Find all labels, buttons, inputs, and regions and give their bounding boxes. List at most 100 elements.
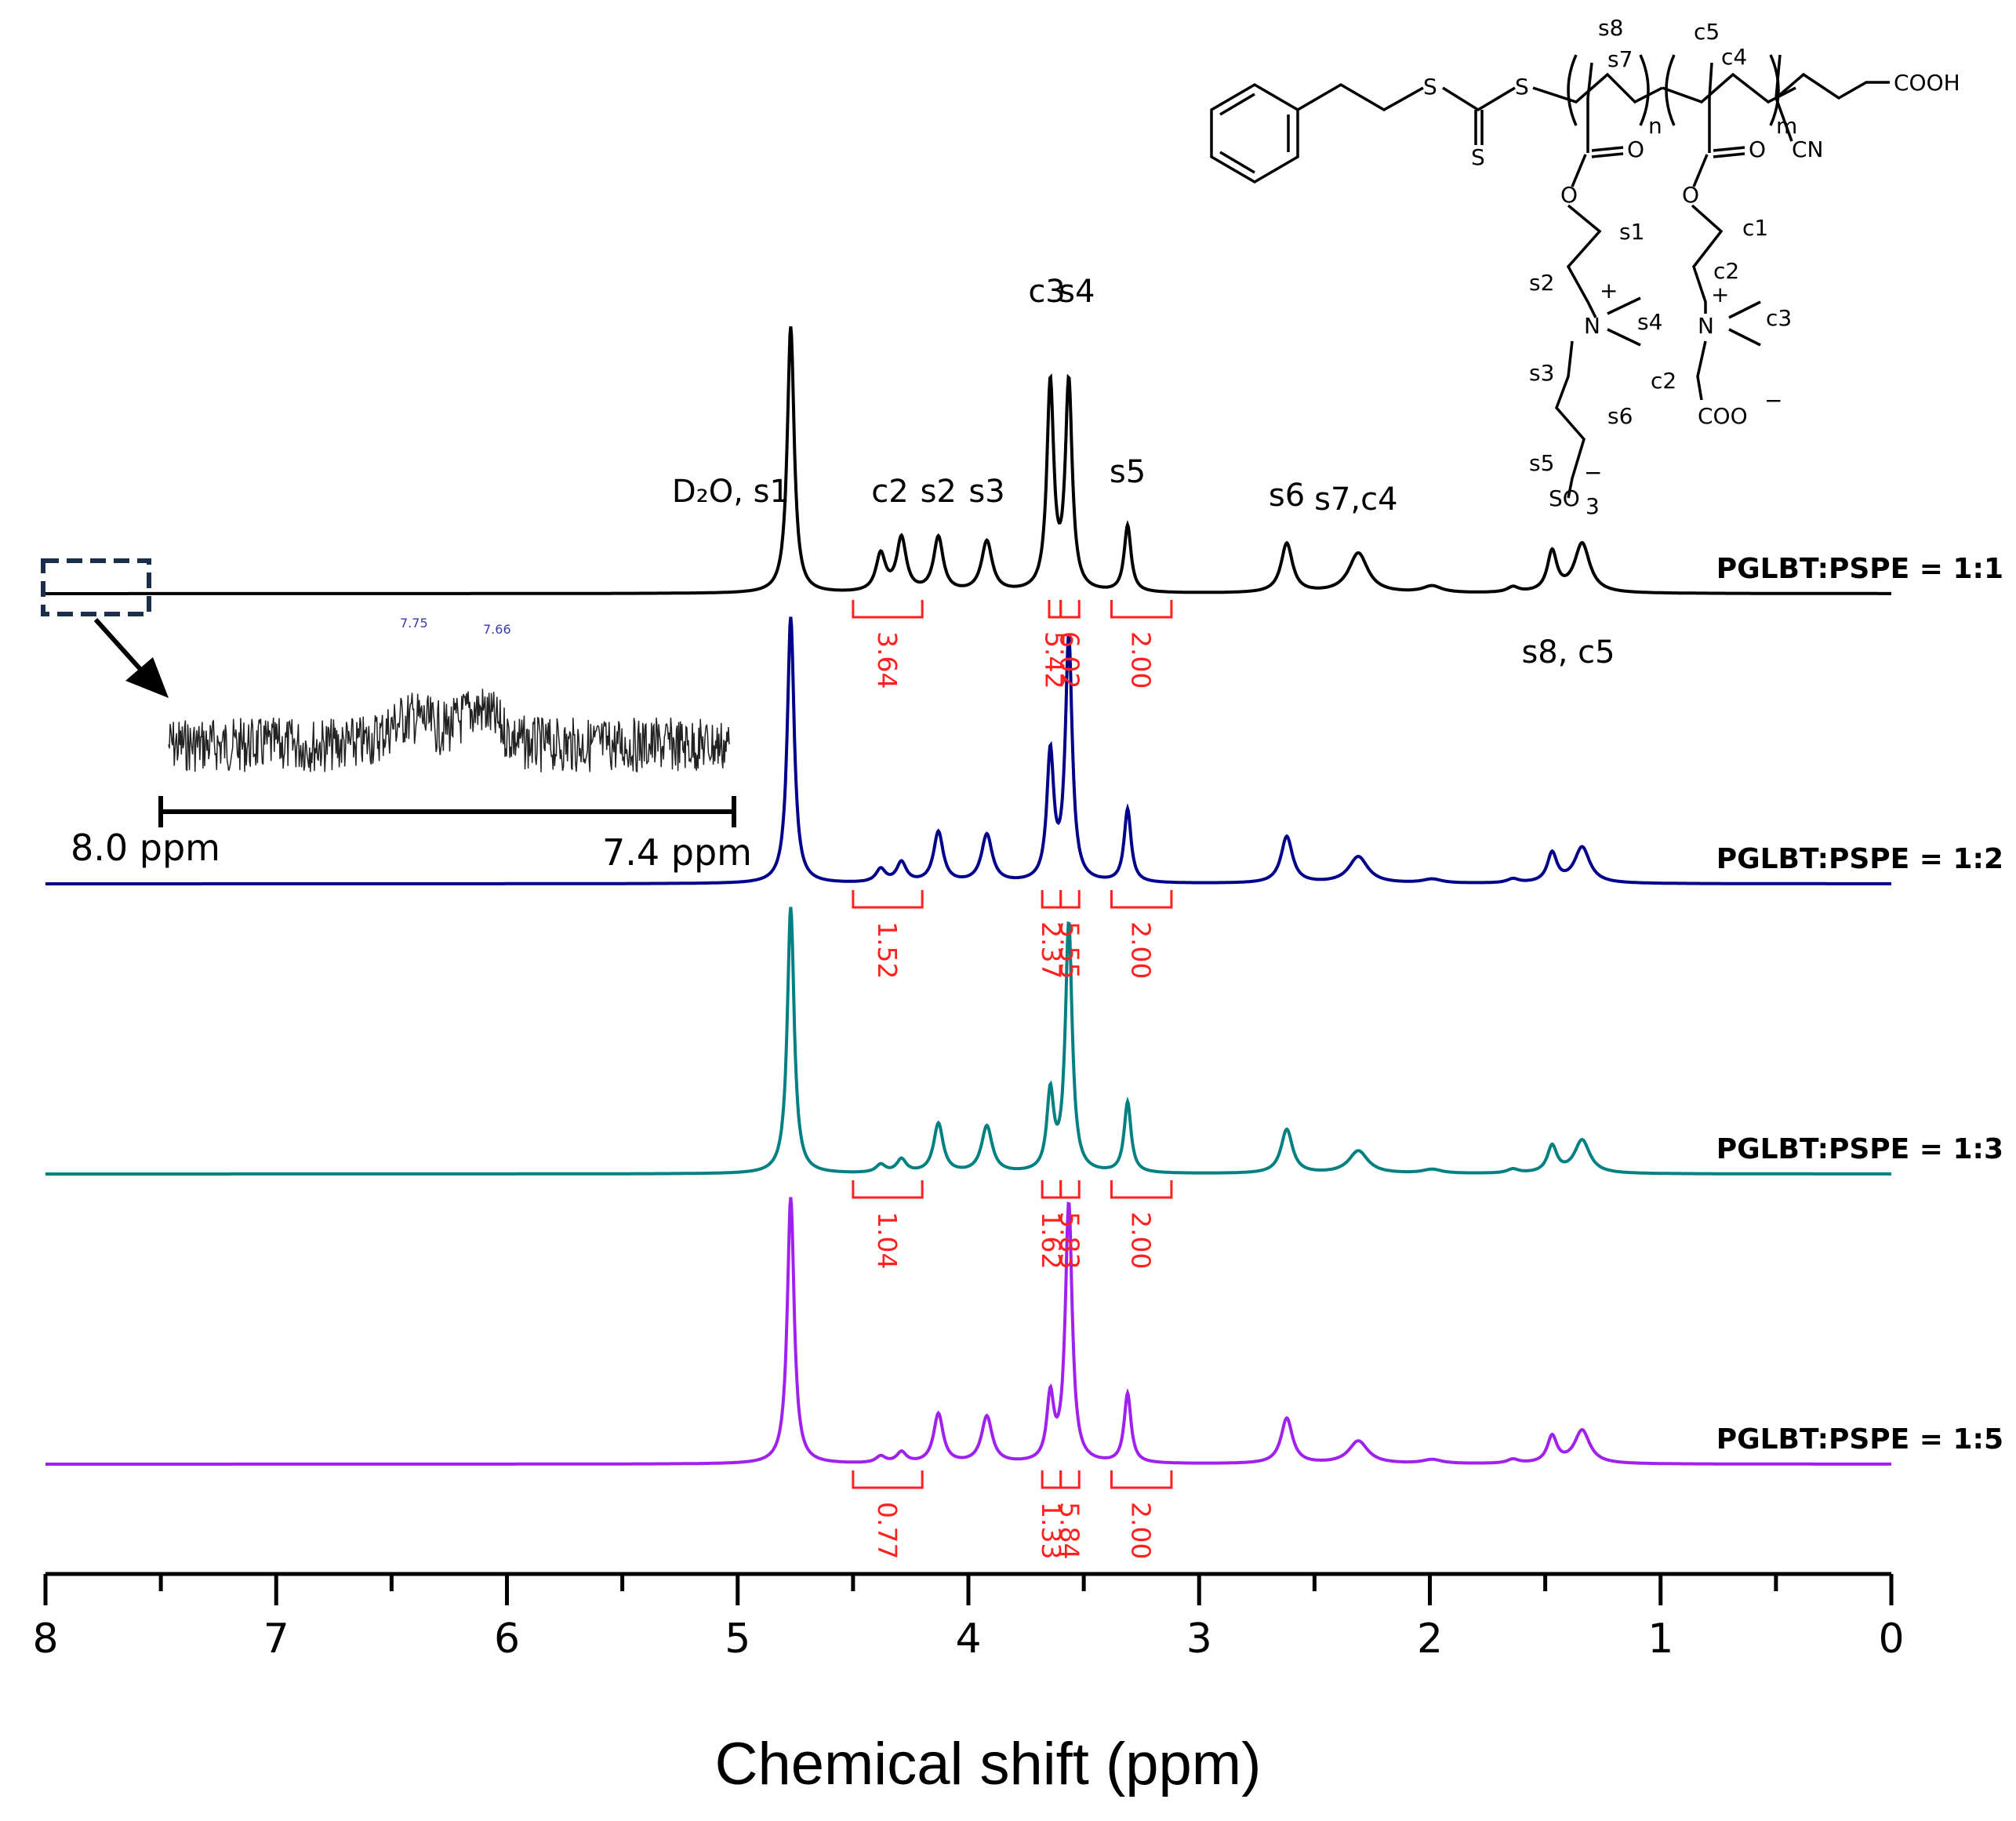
bracket-n-right	[1639, 54, 1650, 126]
integral-value: 1.33	[1036, 1502, 1066, 1559]
integral-value: 2.00	[1126, 1502, 1157, 1559]
spectrum-line	[45, 616, 1891, 885]
x-axis-title: Chemical shift (ppm)	[715, 1731, 1262, 1797]
integral-bracket	[1059, 600, 1081, 619]
integral-bracket	[1110, 1180, 1173, 1199]
peak-label: s2	[921, 474, 957, 510]
struct-so-sub: 3	[1586, 493, 1600, 519]
struct-c2-bottom: c2	[1651, 368, 1676, 394]
struct-coo: COO	[1698, 403, 1748, 429]
ester-1-co-1	[1591, 146, 1624, 152]
integral-bracket	[1041, 890, 1062, 909]
cooh-chain	[1774, 72, 1890, 100]
methyl-3	[1774, 54, 1782, 99]
integral-value: 2.00	[1126, 631, 1157, 689]
n2-methyl-a	[1728, 300, 1761, 319]
integral-value: 0.77	[872, 1502, 903, 1559]
struct-c5: c5	[1694, 19, 1720, 45]
chemical-structure	[1210, 54, 1890, 499]
integral-bracket	[1041, 1180, 1062, 1199]
inset-peak-mark-2: 7.66	[483, 622, 511, 637]
ester-2-co-2	[1713, 152, 1745, 158]
n1-methyl-b	[1607, 328, 1641, 347]
integral-bracket	[852, 600, 924, 619]
x-tick-label: 8	[32, 1616, 58, 1663]
peak-label: s6	[1269, 478, 1305, 514]
bracket-m-left	[1665, 54, 1676, 126]
integral-bracket	[1059, 1470, 1081, 1489]
peak-label: s8, c5	[1521, 634, 1615, 671]
peak-label: s4	[1059, 274, 1095, 310]
integral-value: 1.04	[872, 1212, 903, 1269]
integral-value: 2.00	[1126, 1212, 1157, 1269]
peak-label: s7,c4	[1314, 482, 1397, 518]
ester-2-o	[1692, 154, 1709, 187]
inset-noise-trace	[168, 689, 730, 773]
struct-s3: s3	[1529, 360, 1554, 386]
peak-label: c2	[871, 474, 908, 510]
integral-value: 2.37	[1036, 921, 1066, 979]
struct-s1: s1	[1619, 219, 1644, 245]
integral-value: 6.02	[1054, 631, 1084, 689]
x-tick-label: 0	[1878, 1616, 1904, 1663]
benzene-inner-bond-1	[1219, 93, 1255, 116]
sample-labels-group: PGLBT:PSPE = 1:1 PGLBT:PSPE = 1:2 PGLBT:PS…	[1716, 553, 2003, 1456]
integral-bracket	[1059, 1180, 1081, 1199]
integral-value: 5.83	[1054, 1212, 1084, 1269]
integral-bracket	[1048, 600, 1062, 619]
x-tick-label: 3	[1186, 1616, 1212, 1663]
bracket-n-left	[1567, 54, 1578, 126]
integral-value: 5.42	[1039, 631, 1070, 689]
inset-left-label: 8.0 ppm	[71, 827, 220, 869]
methyl-2	[1708, 62, 1713, 99]
struct-s7: s7	[1607, 46, 1633, 72]
bracket-m-right	[1769, 54, 1780, 126]
integral-bracket	[1110, 600, 1173, 619]
peak-label: s3	[968, 474, 1004, 510]
sample-label: PGLBT:PSPE = 1:3	[1716, 1133, 2003, 1165]
betaine-chain	[1691, 204, 1724, 314]
inset-indicator	[41, 558, 169, 698]
struct-c3: c3	[1766, 305, 1792, 331]
phenethyl-chain	[1297, 82, 1424, 112]
spectrum-line	[45, 1197, 1891, 1466]
struct-o-4: O	[1682, 182, 1699, 208]
x-tick-label: 6	[494, 1616, 520, 1663]
structure-labels: s8 s7 c5 c4 COOH S S S n m O O O O CN s1…	[1423, 15, 1960, 519]
struct-n: n	[1648, 113, 1662, 139]
cn-bond	[1774, 97, 1793, 142]
spectrum-line	[45, 907, 1891, 1176]
struct-c4: c4	[1721, 44, 1747, 70]
x-tick-label: 7	[263, 1616, 289, 1663]
struct-s-3: S	[1471, 144, 1485, 170]
benzene-ring	[1210, 82, 1299, 184]
integral-bracket	[1110, 1470, 1173, 1489]
sulfo-chain	[1566, 204, 1602, 318]
struct-so-charge: −	[1584, 460, 1602, 485]
integral-value: 1.52	[872, 921, 903, 979]
integral-value: 1.62	[1036, 1212, 1066, 1269]
x-tick-label: 2	[1417, 1616, 1443, 1663]
struct-s6: s6	[1607, 403, 1633, 429]
struct-n-1: N	[1584, 313, 1600, 339]
sulfo-chain-2	[1554, 340, 1586, 499]
struct-m: m	[1776, 113, 1797, 139]
betaine-carboxyl	[1696, 340, 1707, 401]
spectra-group	[45, 326, 1891, 1466]
struct-o-2: O	[1560, 182, 1578, 208]
struct-n-2: N	[1698, 313, 1714, 339]
struct-plus-2: +	[1711, 282, 1729, 307]
struct-o-3: O	[1749, 136, 1766, 162]
sample-label: PGLBT:PSPE = 1:5	[1716, 1423, 2003, 1456]
integral-bracket	[852, 890, 924, 909]
peak-label: c3	[1028, 274, 1065, 310]
struct-s5: s5	[1529, 450, 1554, 476]
peak-label: s5	[1110, 454, 1146, 490]
sample-label: PGLBT:PSPE = 1:2	[1716, 843, 2003, 875]
integral-bracket	[1041, 1470, 1062, 1489]
struct-s-2: S	[1515, 74, 1529, 100]
struct-s4: s4	[1637, 309, 1662, 335]
spectrum-line	[45, 326, 1891, 595]
arrow-head-icon	[125, 657, 169, 698]
ester-1-o	[1571, 154, 1587, 187]
